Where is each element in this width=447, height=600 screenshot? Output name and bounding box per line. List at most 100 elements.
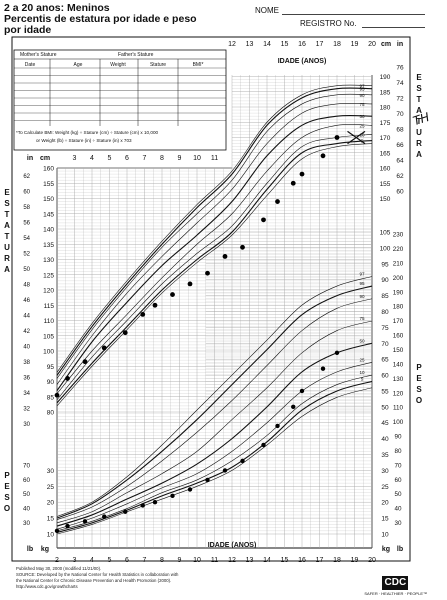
weight-kg-left-tick: 15 <box>47 516 55 523</box>
stature-in-right-tick: 64 <box>396 158 404 165</box>
stature-point <box>320 153 326 159</box>
weight-lb-right-tick: 100 <box>393 419 404 426</box>
stature-in-tick: 44 <box>23 314 30 320</box>
peso-left-label: S <box>4 493 10 502</box>
x-tick-top: 13 <box>246 41 254 48</box>
weight-lb-left-tick: 40 <box>23 506 31 513</box>
estatura-right-label: E <box>416 73 422 82</box>
weight-lb-right-tick: 110 <box>393 405 404 412</box>
idade-bottom-label: IDADE (ANOS) <box>208 542 257 549</box>
estatura-left-label: S <box>4 199 10 208</box>
stature-percentile-label: 97 <box>359 84 365 89</box>
stature-point <box>290 180 296 186</box>
x-tick-bottom: 13 <box>246 557 254 564</box>
weight-lb-right-tick: 70 <box>394 462 402 469</box>
stature-percentile-95 <box>56 87 373 376</box>
x-tick-middle: 7 <box>143 155 147 162</box>
registro-field[interactable] <box>362 27 425 28</box>
x-tick-bottom: 5 <box>108 557 112 564</box>
weight-kg-right-tick: 10 <box>381 532 389 539</box>
x-tick-bottom: 15 <box>281 557 289 564</box>
stature-in-tick: 30 <box>23 422 30 428</box>
weight-point <box>334 350 340 355</box>
stature-point <box>122 330 128 336</box>
stature-in-tick: 36 <box>23 376 30 382</box>
footer-line-1: Published May 30, 2000 (modified 11/21/0… <box>16 566 102 571</box>
stature-percentile-label: 25 <box>359 123 365 128</box>
weight-lb-left-tick: 30 <box>23 520 31 527</box>
stature-in-tick: 40 <box>23 345 30 351</box>
weight-kg-right-tick: 35 <box>381 452 389 459</box>
x-tick-top: 18 <box>333 41 341 48</box>
weight-kg-right-tick: 30 <box>381 468 389 475</box>
bmi-note-2: or Weight (lb) ÷ Stature (in) ÷ Stature … <box>36 138 132 143</box>
x-tick-top: 20 <box>368 41 376 48</box>
stature-point <box>82 359 88 365</box>
x-tick-bottom: 12 <box>228 557 236 564</box>
weight-lb-right-tick: 50 <box>394 491 402 498</box>
weight-point <box>275 423 280 429</box>
stature-cm-tick: 145 <box>43 211 54 218</box>
weight-point <box>291 404 296 410</box>
stature-percentile-label: 75 <box>359 102 365 107</box>
table-col-header: BMI* <box>193 62 204 68</box>
weight-percentile-75 <box>56 320 373 524</box>
weight-kg-right-tick: 40 <box>381 436 389 443</box>
stature-percentile-label: 90 <box>359 93 365 98</box>
weight-lb-right-tick: 30 <box>394 520 402 527</box>
weight-percentile-label: 90 <box>359 294 365 299</box>
cdc-tagline: SAFER · HEALTHIER · PEOPLE™ <box>364 591 427 596</box>
peso-right-label: E <box>416 374 422 383</box>
stature-cm-tick: 85 <box>47 394 55 401</box>
weight-kg-right-tick: 25 <box>381 484 389 491</box>
x-tick-top: 19 <box>351 41 359 48</box>
x-tick-bottom: 17 <box>316 557 324 564</box>
mother-stature-label: Mother's Stature <box>20 52 57 58</box>
peso-left-label: P <box>4 471 10 480</box>
table-col-header: Date <box>25 62 36 68</box>
x-tick-top: 15 <box>281 41 289 48</box>
x-tick-bottom: 7 <box>143 557 147 564</box>
stature-cm-tick: 160 <box>43 166 54 173</box>
title-line-3: por idade <box>4 24 52 36</box>
stature-cm-tick: 95 <box>47 364 55 371</box>
stature-percentile-97 <box>56 84 373 373</box>
weight-percentile-label: 10 <box>359 370 365 375</box>
weight-percentile-50 <box>56 342 373 527</box>
weight-kg-right-tick: 45 <box>381 420 389 427</box>
x-tick-bottom: 8 <box>160 557 164 564</box>
weight-point <box>222 468 228 473</box>
weight-lb-right-tick: 230 <box>393 232 404 239</box>
stature-point <box>152 302 158 308</box>
x-tick-bottom: 20 <box>368 557 376 564</box>
bmi-note-1: *To Calculate BMI: Weight (kg) ÷ Stature… <box>16 130 158 135</box>
stature-cm-right-tick: 185 <box>380 89 391 96</box>
weight-lb-right-tick: 60 <box>394 477 402 484</box>
nome-field[interactable] <box>282 14 425 15</box>
registro-label: REGISTRO No. <box>300 19 357 28</box>
weight-percentile-97 <box>56 276 373 517</box>
weight-lb-left-tick: 60 <box>23 477 31 484</box>
weight-percentile-90 <box>56 298 373 520</box>
footer: Published May 30, 2000 (modified 11/21/0… <box>16 566 178 590</box>
estatura-left-label: U <box>4 243 10 252</box>
stature-cm-tick: 110 <box>44 318 55 325</box>
stature-cm-right-tick: 165 <box>380 150 391 157</box>
stature-percentile-90 <box>56 93 373 379</box>
stature-cm-right-tick: 180 <box>380 105 391 112</box>
x-tick-top: 12 <box>228 41 236 48</box>
weight-kg-right-tick: 95 <box>381 261 389 268</box>
stature-in-right-tick: 66 <box>396 142 404 149</box>
stature-percentile-25 <box>56 124 373 394</box>
weight-lb-right-tick: 140 <box>393 361 404 368</box>
stature-cm-right-tick: 160 <box>380 166 391 173</box>
weight-kg-right-tick: 15 <box>381 516 389 523</box>
title-line-2: Percentis de estatura por idade e peso <box>4 13 197 25</box>
stature-in-tick: 60 <box>23 190 30 196</box>
stature-percentile-3 <box>56 143 373 407</box>
stature-in-tick: 32 <box>23 407 30 413</box>
footer-line-4: http://www.cdc.gov/growthcharts <box>16 584 78 589</box>
estatura-left-label: E <box>4 188 10 197</box>
x-tick-bottom: 18 <box>333 557 341 564</box>
cm-label-left: cm <box>40 155 50 162</box>
